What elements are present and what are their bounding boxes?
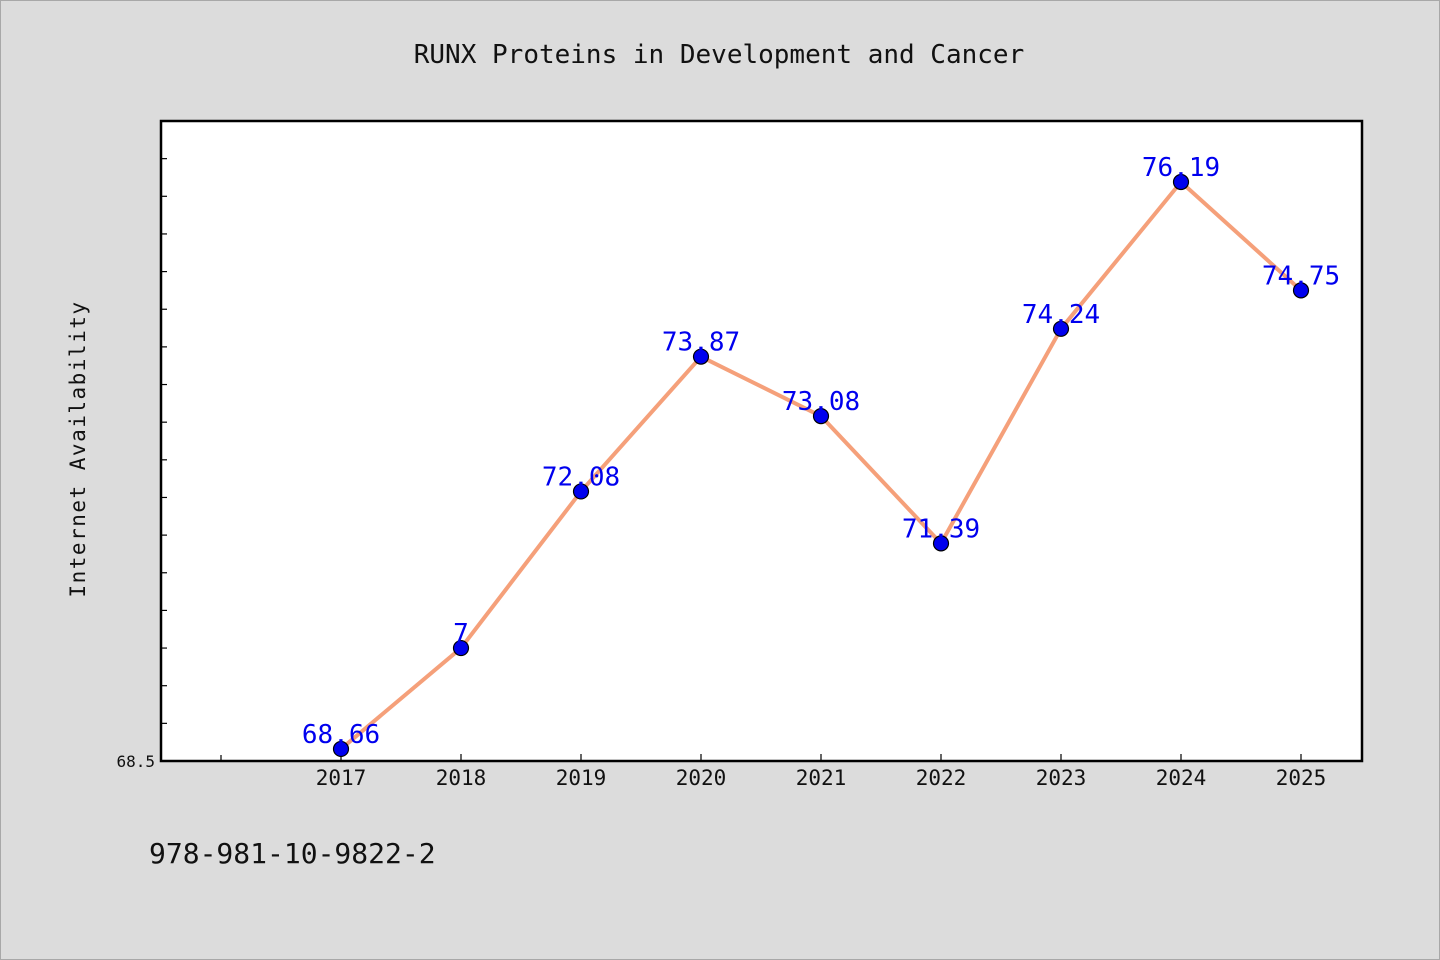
y-axis-ticks: 68.5: [116, 120, 167, 771]
data-label: 73.87: [662, 328, 740, 358]
data-label: 73.08: [782, 387, 860, 417]
x-tick-label: 2022: [916, 766, 967, 790]
data-markers: [332, 173, 1310, 758]
data-point: [1172, 173, 1190, 191]
data-label: 68.66: [302, 720, 380, 750]
y-axis-label: Internet Availability: [66, 300, 90, 597]
plot-area: [159, 119, 1364, 763]
data-point: [452, 639, 470, 657]
x-tick-label: 2024: [1156, 766, 1207, 790]
data-label: 74.75: [1262, 261, 1340, 291]
x-tick-label: 2018: [436, 766, 487, 790]
x-tick-label: 2020: [676, 766, 727, 790]
x-tick-label: 2023: [1036, 766, 1087, 790]
isbn-text: 978-981-10-9822-2: [149, 837, 436, 870]
chart-title: RUNX Proteins in Development and Cancer: [414, 40, 1024, 70]
data-label: 71.39: [902, 514, 980, 544]
data-point: [932, 535, 950, 552]
x-tick-label: 2017: [316, 766, 367, 790]
data-labels: 68.66 7 72.08 73.87 73.08 71.39 74.24 76.19 74.7…: [302, 153, 1340, 750]
data-label: 76.19: [1142, 153, 1220, 183]
data-label: 72.08: [542, 462, 620, 492]
data-point: [1052, 320, 1070, 337]
data-point: [1292, 282, 1310, 299]
x-tick-label: 2021: [796, 766, 847, 790]
x-axis-ticks: 2017 2018 2019 2020 2021 2022 2023 2024 2025: [220, 754, 1327, 790]
data-point: [692, 348, 710, 365]
x-tick-label: 2019: [556, 766, 607, 790]
y-tick-label: 68.5: [116, 752, 155, 771]
data-point: [812, 408, 830, 425]
data-label: 7: [453, 619, 469, 649]
data-point: [332, 740, 350, 758]
data-point: [572, 483, 590, 500]
x-tick-label: 2025: [1276, 766, 1327, 790]
data-label: 74.24: [1022, 300, 1100, 330]
